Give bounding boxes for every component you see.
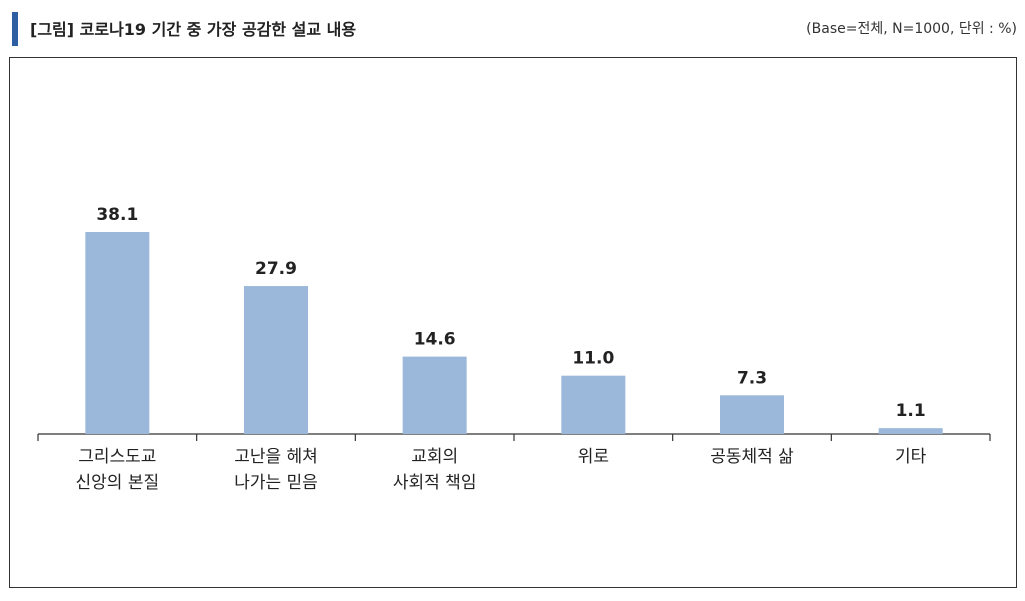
x-tick-label-3-0: 위로 xyxy=(578,447,609,467)
x-tick-label-0-1: 신앙의 본질 xyxy=(76,473,160,493)
x-tick-label-2-0: 교회의 xyxy=(411,447,458,467)
base-note: (Base=전체, N=1000, 단위 : %) xyxy=(806,21,1017,37)
chart-frame xyxy=(9,57,1017,588)
bar-4 xyxy=(720,395,784,434)
data-label-3: 11.0 xyxy=(572,349,614,369)
x-tick-label-1-0: 고난을 헤쳐 xyxy=(234,447,318,467)
bar-0 xyxy=(85,232,150,434)
data-label-1: 27.9 xyxy=(255,259,297,279)
data-label-5: 1.1 xyxy=(896,401,926,421)
x-tick-label-1-1: 나가는 믿음 xyxy=(234,473,318,493)
data-label-4: 7.3 xyxy=(737,368,767,388)
x-tick-label-2-1: 사회적 책임 xyxy=(393,473,477,493)
bar-5 xyxy=(878,428,943,434)
chart-figure-title: [그림] 코로나19 기간 중 가장 공감한 설교 내용 xyxy=(30,20,357,39)
x-tick-label-5-0: 기타 xyxy=(895,447,927,467)
bar-2 xyxy=(402,356,467,434)
data-label-2: 14.6 xyxy=(414,330,456,350)
data-label-0: 38.1 xyxy=(96,205,138,225)
x-tick-label-4-0: 공동체적 삶 xyxy=(710,447,794,467)
title-accent-bar xyxy=(12,12,18,46)
bar-1 xyxy=(244,286,308,434)
x-tick-label-0-0: 그리스도교 xyxy=(78,447,156,467)
bar-3 xyxy=(561,375,626,434)
